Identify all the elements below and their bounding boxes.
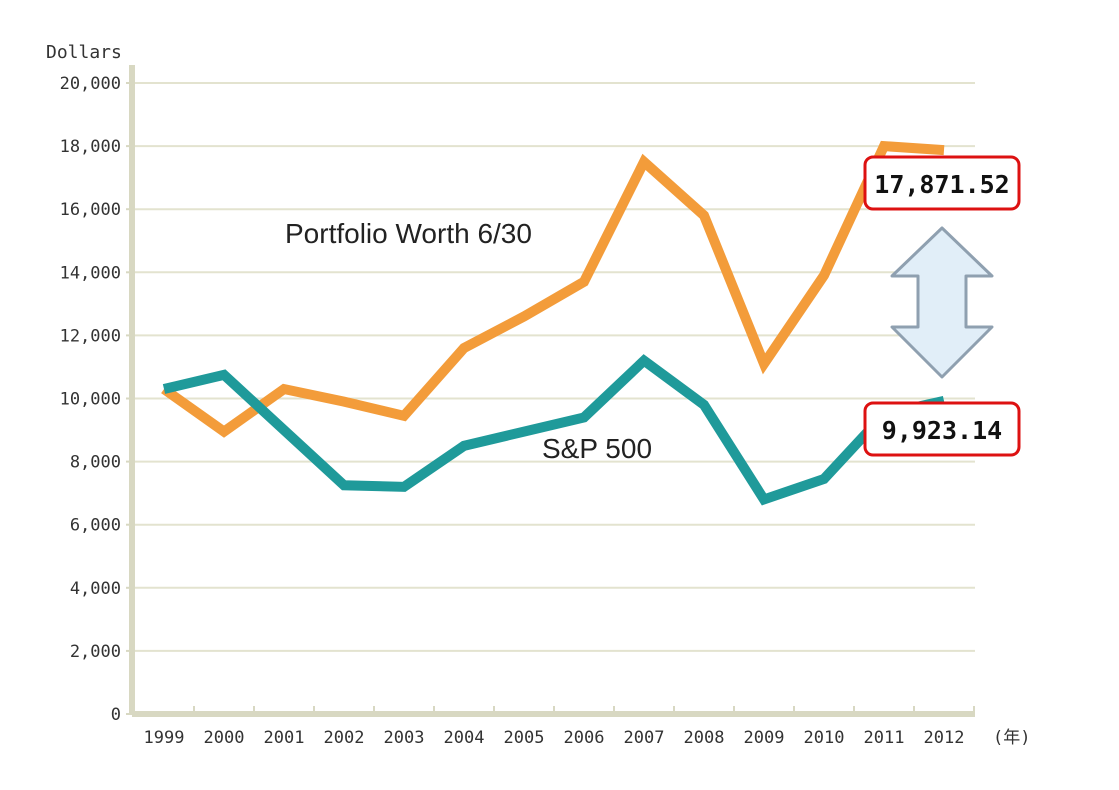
series-lines	[161, 140, 946, 506]
y-axis-label: Dollars	[46, 42, 122, 63]
x-tick-label: 2003	[384, 728, 425, 748]
x-tick-label: 2009	[744, 728, 785, 748]
y-tick-label: 20,000	[60, 74, 121, 94]
callout-portfolio-text: 17,871.52	[874, 170, 1009, 199]
callout-sp500-value: 9,923.14	[863, 401, 1021, 457]
x-tick-label: 2011	[864, 728, 905, 748]
y-tick-label: 10,000	[60, 390, 121, 410]
series-label-sp500: S&P 500	[542, 433, 652, 464]
y-tick-label: 12,000	[60, 326, 121, 346]
series-label-portfolio: Portfolio Worth 6/30	[285, 218, 532, 249]
axes	[126, 65, 975, 717]
y-tick-label: 16,000	[60, 200, 121, 220]
y-tick-label: 2,000	[70, 642, 121, 662]
x-tick-label: 2001	[264, 728, 305, 748]
y-tick-label: 4,000	[70, 579, 121, 599]
callout-portfolio-value: 17,871.52	[863, 155, 1021, 211]
x-tick-label: 2012	[924, 728, 965, 748]
x-tick-label: 2008	[684, 728, 725, 748]
x-tick-label: 2006	[564, 728, 605, 748]
x-tick-labels: 1999 2000 2001 2002 2003 2004 2005 2006 2007 2008…	[144, 728, 965, 748]
x-axis-unit-label: (年)	[993, 728, 1030, 748]
x-tick-label: 1999	[144, 728, 185, 748]
x-tick-label: 2002	[324, 728, 365, 748]
x-tick-label: 2007	[624, 728, 665, 748]
series-line-portfolio	[161, 140, 945, 438]
double-arrow-icon	[890, 226, 994, 379]
x-tick-label: 2010	[804, 728, 845, 748]
callout-sp500-text: 9,923.14	[882, 416, 1002, 445]
y-tick-label: 0	[111, 705, 121, 725]
y-tick-label: 8,000	[70, 453, 121, 473]
x-tick-label: 2004	[444, 728, 485, 748]
y-tick-label: 18,000	[60, 137, 121, 157]
y-tick-label: 6,000	[70, 516, 121, 536]
grid-lines	[132, 82, 975, 652]
series-line-sp500	[162, 354, 946, 506]
y-tick-labels: 0 2,000 4,000 6,000 8,000 10,000 12,000 14,000 1…	[60, 74, 121, 725]
y-tick-label: 14,000	[60, 263, 121, 283]
x-tick-label: 2005	[504, 728, 545, 748]
x-tick-label: 2000	[204, 728, 245, 748]
